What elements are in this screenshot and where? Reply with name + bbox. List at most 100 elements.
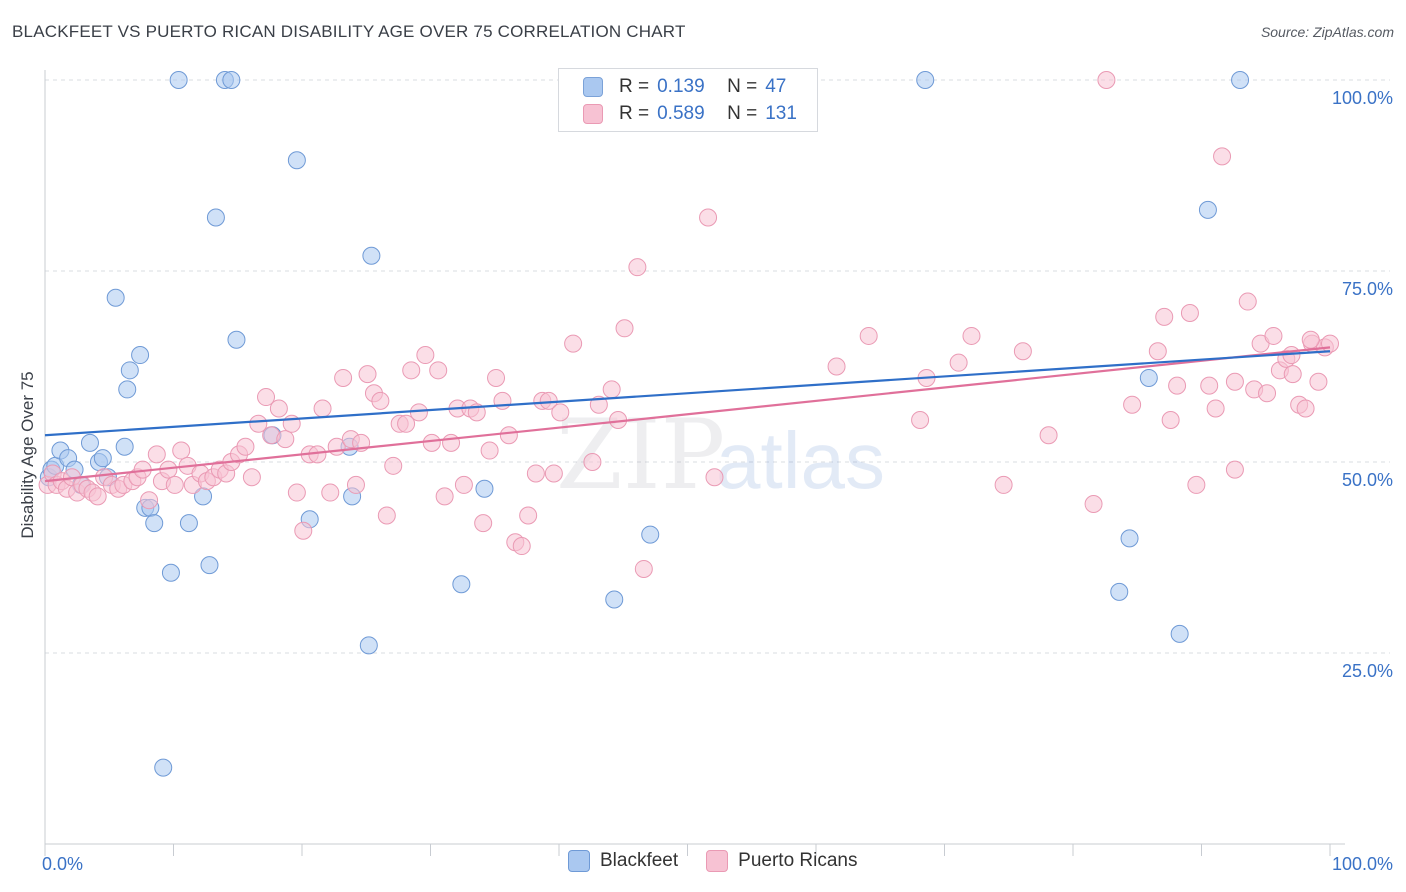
blackfeet-point-37	[475, 479, 494, 498]
correlation-legend: R = 0.139 N = 47 R = 0.589 N = 131	[558, 68, 818, 132]
puerto-ricans-point-85	[589, 395, 608, 414]
puerto-ricans-point-22	[165, 475, 184, 494]
y-axis-label: Disability Age Over 75	[18, 371, 37, 538]
series-legend: Blackfeet Puerto Ricans	[568, 850, 886, 872]
puerto-ricans-point-62	[422, 433, 441, 452]
puerto-ricans-point-42	[294, 521, 313, 540]
puerto-ricans-trend-line	[44, 346, 1331, 483]
blackfeet-point-11	[106, 288, 125, 307]
puerto-ricans-point-50	[346, 475, 365, 494]
puerto-ricans-point-106	[1155, 307, 1174, 326]
blackfeet-point-36	[452, 575, 471, 594]
blackfeet-point-46	[1231, 71, 1250, 89]
puerto-ricans-point-115	[1238, 292, 1257, 311]
puerto-ricans-point-91	[699, 208, 718, 227]
puerto-ricans-point-45	[313, 399, 332, 418]
y-tick-label-25: 25.0%	[1342, 661, 1393, 681]
blackfeet-swatch	[583, 77, 603, 97]
source-label: Source: ZipAtlas.com	[1260, 24, 1394, 40]
blackfeet-point-7	[80, 433, 99, 452]
puerto-ricans-point-65	[442, 433, 461, 452]
puerto-ricans-point-55	[377, 506, 396, 525]
puerto-ricans-point-86	[602, 380, 621, 399]
legend-label-blackfeet: Blackfeet	[600, 850, 679, 871]
puerto-ricans-point-46	[321, 483, 340, 502]
puerto-ricans-point-63	[429, 361, 448, 380]
puerto-ricans-point-119	[1264, 326, 1283, 345]
puerto-ricans-point-76	[512, 537, 531, 556]
puerto-ricans-point-82	[551, 403, 570, 422]
puerto-ricans-point-52	[358, 365, 377, 384]
puerto-ricans-point-102	[1084, 495, 1103, 514]
legend-row-blackfeet: R = 0.139 N = 47	[583, 74, 786, 100]
puerto-ricans-point-39	[276, 430, 295, 449]
legend-item-puerto-ricans[interactable]: Puerto Ricans	[706, 850, 858, 872]
puerto-ricans-point-84	[583, 453, 602, 471]
puerto-ricans-point-94	[859, 326, 878, 345]
gridlines	[45, 79, 1390, 654]
puerto-ricans-point-90	[634, 559, 653, 578]
puerto-ricans-point-34	[242, 468, 261, 487]
puerto-ricans-point-93	[827, 357, 846, 376]
puerto-ricans-point-54	[371, 391, 390, 410]
puerto-ricans-point-19	[147, 445, 166, 464]
puerto-ricans-swatch	[583, 104, 603, 124]
legend-item-blackfeet[interactable]: Blackfeet	[568, 850, 678, 872]
puerto-ricans-point-88	[615, 319, 634, 338]
n-value-puerto-ricans: 131	[765, 103, 797, 124]
blackfeet-point-27	[222, 71, 241, 89]
trend-lines	[44, 346, 1331, 483]
puerto-ricans-point-107	[1161, 410, 1180, 429]
puerto-ricans-point-72	[487, 368, 506, 387]
blackfeet-point-38	[605, 590, 624, 609]
blackfeet-legend-swatch	[568, 850, 590, 872]
blackfeet-point-35	[362, 246, 381, 265]
blackfeet-point-34	[359, 636, 378, 655]
puerto-ricans-point-61	[416, 346, 435, 365]
blackfeet-point-12	[115, 437, 134, 456]
puerto-ricans-point-81	[544, 464, 563, 483]
blackfeet-point-28	[227, 330, 246, 349]
n-label: N =	[727, 76, 758, 97]
puerto-ricans-point-128	[1321, 334, 1339, 353]
watermark-zip: ZIP	[556, 399, 725, 511]
blackfeet-point-42	[1120, 529, 1139, 548]
puerto-ricans-point-97	[949, 353, 968, 372]
puerto-ricans-point-70	[474, 514, 493, 533]
puerto-ricans-point-103	[1097, 71, 1116, 89]
y-tick-label-100: 100.0%	[1332, 88, 1393, 108]
blackfeet-trend-line	[44, 350, 1331, 437]
watermark: ZIP atlas	[556, 399, 885, 511]
puerto-ricans-point-129	[1225, 460, 1244, 479]
puerto-ricans-point-36	[257, 388, 276, 407]
x-tick-label-100: 100.0%	[1332, 854, 1393, 874]
puerto-ricans-point-112	[1206, 399, 1225, 418]
r-label: R =	[619, 103, 650, 124]
blackfeet-point-39	[641, 525, 660, 544]
puerto-ricans-point-109	[1180, 304, 1199, 323]
legend-label-puerto-ricans: Puerto Ricans	[738, 850, 858, 871]
puerto-ricans-point-10	[88, 487, 107, 506]
blackfeet-point-9	[93, 449, 112, 468]
puerto-ricans-point-118	[1258, 384, 1277, 403]
y-tick-label-50: 50.0%	[1342, 470, 1393, 490]
puerto-ricans-point-98	[962, 326, 981, 345]
blackfeet-point-13	[118, 380, 137, 399]
puerto-ricans-point-60	[409, 403, 428, 422]
blackfeet-point-30	[287, 151, 306, 170]
puerto-ricans-point-101	[1039, 426, 1058, 445]
axes	[44, 70, 1345, 856]
r-label: R =	[619, 76, 650, 97]
puerto-ricans-point-113	[1213, 147, 1232, 166]
y-tick-label-75: 75.0%	[1342, 279, 1393, 299]
puerto-ricans-point-59	[402, 361, 421, 380]
puerto-ricans-point-23	[172, 441, 191, 460]
puerto-ricans-point-78	[526, 464, 545, 483]
blackfeet-point-22	[179, 514, 198, 533]
blackfeet-point-44	[1170, 624, 1189, 643]
puerto-ricans-point-48	[334, 368, 353, 387]
puerto-ricans-point-35	[249, 414, 268, 433]
blackfeet-point-20	[161, 563, 180, 582]
puerto-ricans-point-131	[1301, 330, 1320, 349]
legend-row-puerto-ricans: R = 0.589 N = 131	[583, 101, 797, 127]
